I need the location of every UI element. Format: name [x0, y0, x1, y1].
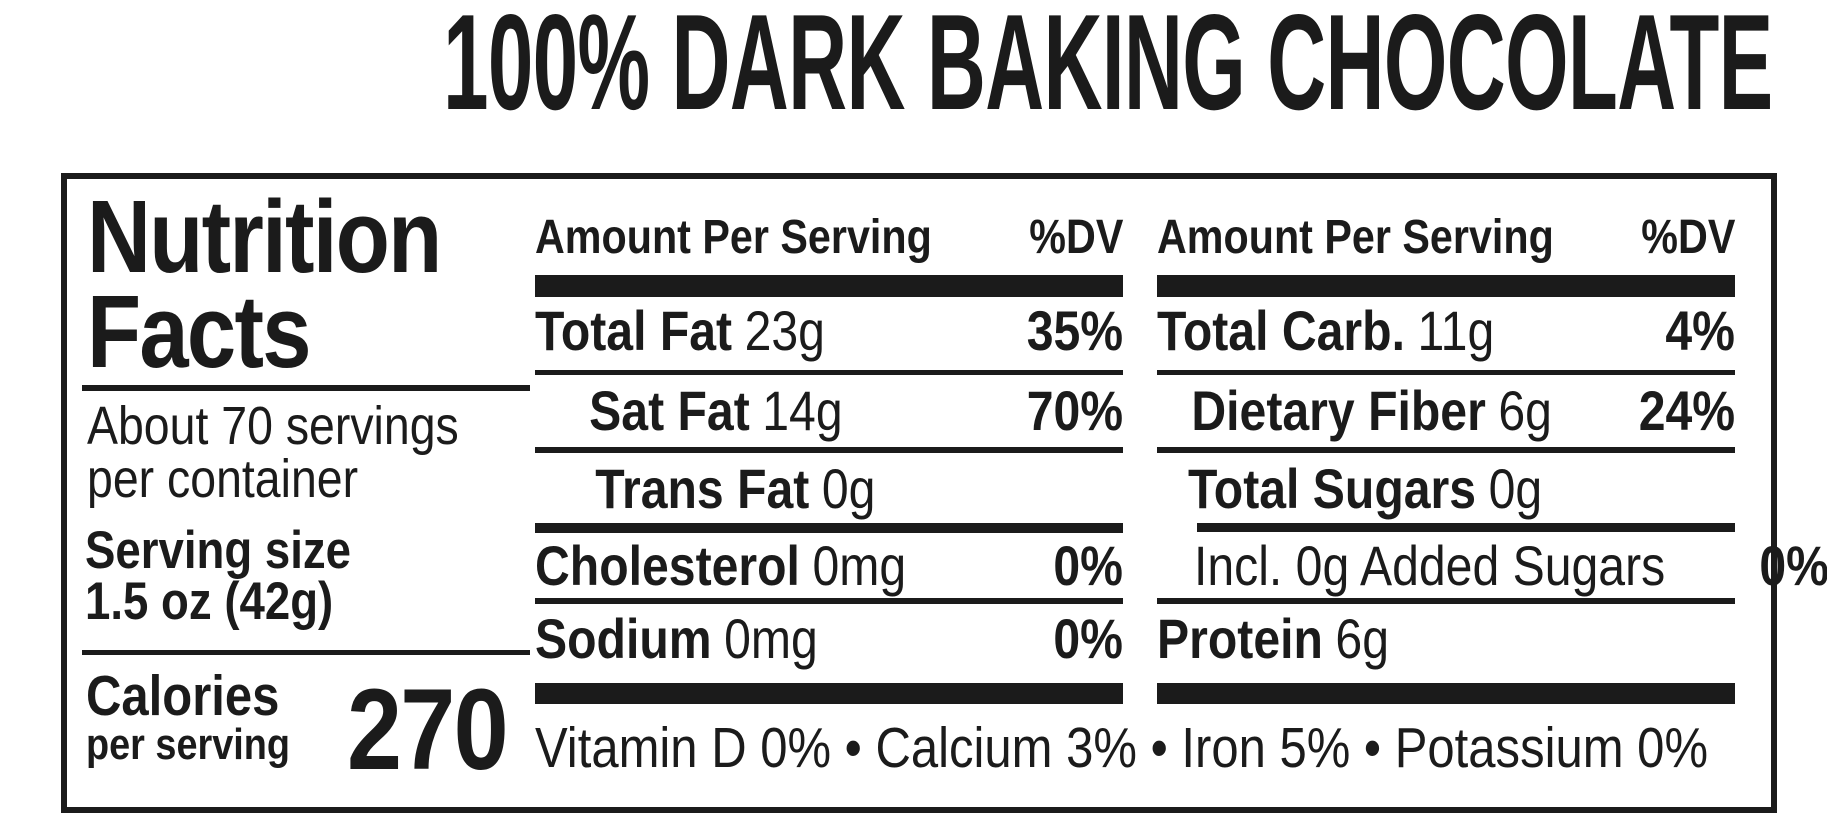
left-rule-2: [82, 650, 530, 655]
calories-label-row: Calories: [86, 668, 311, 725]
sodium-dv: 0%: [1053, 607, 1123, 670]
left-rule-1: [82, 385, 530, 391]
serving-size-value-row: 1.5 oz (42g): [85, 575, 374, 628]
servings-line1: About 70 servings: [87, 396, 459, 456]
column2-percent-dv: %DV: [1640, 211, 1735, 264]
cholesterol-dv: 0%: [1053, 534, 1123, 597]
nutrient-row-total-fat: Total Fat 23g 35%: [535, 303, 1123, 359]
added-sugars-label: Incl. 0g Added Sugars: [1193, 534, 1666, 597]
column1-header: Amount Per Serving %DV: [535, 214, 1123, 262]
column1-rule-4: [535, 598, 1123, 604]
product-title: 100% DARK BAKING CHOCOLATE: [0, 0, 1827, 138]
added-sugars-dv: 0%: [1759, 534, 1827, 597]
protein-label: Protein: [1157, 607, 1323, 670]
nutrient-row-sodium: Sodium 0mg 0%: [535, 611, 1123, 667]
total-carb-label: Total Carb.: [1157, 299, 1405, 362]
protein-amount: 6g: [1335, 607, 1389, 670]
trans-fat-amount: 0g: [821, 457, 876, 520]
column2-header: Amount Per Serving %DV: [1157, 214, 1735, 262]
nutrient-column-fats: Amount Per Serving %DV Total Fat 23g 35% …: [535, 179, 1123, 807]
dietary-fiber-label: Dietary Fiber: [1191, 379, 1486, 442]
serving-size-label: Serving size: [85, 521, 352, 580]
nutrient-row-cholesterol: Cholesterol 0mg 0%: [535, 538, 1123, 594]
total-carb-dv: 4%: [1665, 299, 1735, 362]
serving-size-value: 1.5 oz (42g): [85, 572, 334, 631]
calories-value-row: 270: [347, 673, 533, 788]
sodium-amount: 0mg: [724, 607, 818, 670]
cholesterol-amount: 0mg: [812, 534, 907, 597]
column2-bottom-bar: [1157, 683, 1735, 704]
total-sugars-label: Total Sugars: [1187, 457, 1477, 520]
product-title-text: 100% DARK BAKING CHOCOLATE: [443, 0, 1773, 138]
dietary-fiber-dv: 24%: [1638, 379, 1735, 442]
nutrient-row-trans-fat: Trans Fat 0g: [535, 461, 1123, 517]
calories-label: Calories: [86, 664, 280, 728]
total-fat-dv: 35%: [1026, 299, 1123, 362]
total-carb-amount: 11g: [1417, 299, 1495, 362]
servings-line2: per container: [87, 449, 359, 509]
column1-rule-2: [535, 447, 1123, 453]
total-fat-label: Total Fat: [535, 299, 733, 362]
serving-size-label-row: Serving size: [85, 524, 394, 577]
column2-amount-per-serving: Amount Per Serving: [1157, 211, 1554, 264]
column1-percent-dv: %DV: [1028, 211, 1123, 264]
trans-fat-label: Trans Fat: [595, 457, 810, 520]
servings-per-container: About 70 servings per container: [87, 396, 519, 509]
sat-fat-amount: 14g: [762, 379, 843, 442]
column1-rule-1: [535, 370, 1123, 375]
nutrition-facts-heading: Nutrition Facts: [87, 179, 498, 389]
column2-rule-4: [1157, 598, 1735, 604]
calories-sublabel: per serving: [86, 720, 291, 769]
total-sugars-amount: 0g: [1488, 457, 1543, 520]
cholesterol-label: Cholesterol: [535, 534, 800, 597]
heading-line1: Nutrition: [87, 179, 442, 294]
heading-line2: Facts: [87, 274, 312, 389]
column2-rule-3-thick-indented: [1197, 523, 1735, 532]
column1-amount-per-serving: Amount Per Serving: [535, 211, 932, 264]
column2-rule-1: [1157, 370, 1735, 375]
nutrient-row-added-sugars: Incl. 0g Added Sugars 0%: [1157, 538, 1827, 594]
column1-bottom-bar: [535, 683, 1123, 704]
nutrient-row-total-sugars: Total Sugars 0g: [1157, 461, 1735, 517]
column2-top-bar: [1157, 275, 1735, 297]
calories-value: 270: [347, 666, 509, 794]
nutrition-facts-panel: Nutrition Facts About 70 servings per co…: [61, 173, 1827, 813]
column1-top-bar: [535, 275, 1123, 297]
sat-fat-dv: 70%: [1026, 379, 1123, 442]
column1-rule-3-thick: [535, 523, 1123, 533]
micronutrients-line: Vitamin D 0% • Calcium 3% • Iron 5% • Po…: [535, 720, 1827, 777]
nutrient-row-sat-fat: Sat Fat 14g 70%: [535, 383, 1123, 439]
nutrient-row-protein: Protein 6g: [1157, 611, 1735, 667]
sodium-label: Sodium: [535, 607, 712, 670]
nutrient-row-dietary-fiber: Dietary Fiber 6g 24%: [1157, 383, 1735, 439]
total-fat-amount: 23g: [744, 299, 825, 362]
dietary-fiber-amount: 6g: [1498, 379, 1552, 442]
column2-rule-2: [1157, 447, 1735, 453]
sat-fat-label: Sat Fat: [589, 379, 750, 442]
micronutrients-text: Vitamin D 0% • Calcium 3% • Iron 5% • Po…: [535, 716, 1709, 780]
calories-sublabel-row: per serving: [86, 723, 323, 767]
nutrient-row-total-carb: Total Carb. 11g 4%: [1157, 303, 1735, 359]
nutrient-column-carbs: Amount Per Serving %DV Total Carb. 11g 4%…: [1157, 179, 1827, 807]
